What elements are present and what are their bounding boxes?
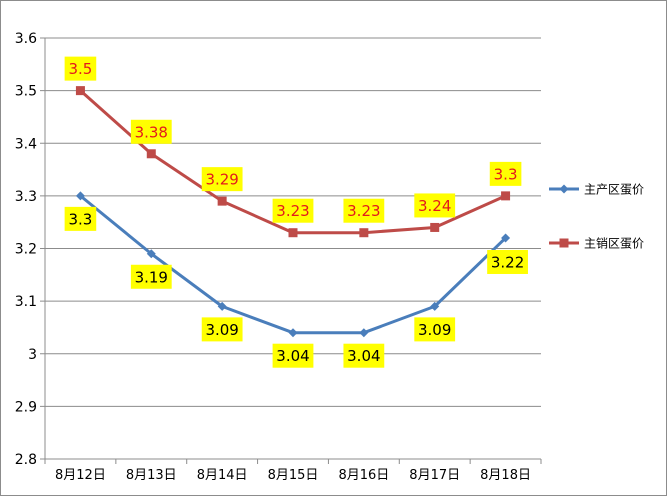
- data-label-bg: [64, 206, 97, 231]
- data-label: 3.23: [276, 202, 309, 220]
- data-label-bg: [201, 167, 243, 192]
- data-label: 3.29: [205, 171, 238, 189]
- x-tick-label: 8月15日: [268, 468, 319, 483]
- y-tick-label: 3.2: [15, 242, 37, 258]
- data-label-bg: [343, 198, 385, 223]
- data-label-bg: [201, 317, 243, 342]
- data-point-marker: [217, 301, 227, 311]
- data-point-marker: [430, 222, 440, 232]
- data-point-marker: [217, 196, 227, 206]
- data-point-marker: [146, 149, 156, 159]
- y-tick-label: 3.4: [15, 136, 37, 152]
- data-label: 3.04: [276, 347, 309, 365]
- data-label: 3.22: [491, 253, 524, 271]
- y-tick-label: 2.8: [15, 452, 37, 468]
- data-point-marker: [501, 233, 511, 243]
- data-label-bg: [272, 343, 314, 368]
- x-tick-label: 8月12日: [55, 468, 106, 483]
- y-axis-ticks: 3.6 3.5 3.4 3.3 3.2 3.1 3 2.9 2.8: [15, 31, 37, 468]
- data-label-bg: [272, 198, 314, 223]
- y-tick-label: 3.5: [15, 84, 37, 100]
- data-label: 3.5: [68, 60, 92, 78]
- y-tick-label: 3.1: [15, 294, 37, 310]
- data-point-marker: [288, 228, 298, 238]
- legend-label: 主产区蛋价: [584, 183, 644, 197]
- series-lines: [75, 86, 511, 338]
- data-labels: 3.3 3.19 3.09 3.04 3.04 3.09 3.22 3.5 3.38 3.29 3.…: [64, 56, 528, 368]
- data-label: 3.19: [135, 268, 168, 286]
- data-label-bg: [64, 56, 97, 81]
- x-tick-label: 8月16日: [338, 468, 389, 483]
- y-tick-label: 3.6: [15, 31, 37, 47]
- data-point-marker: [146, 249, 156, 259]
- y-tick-label: 3: [28, 347, 37, 363]
- legend-marker: [559, 184, 569, 194]
- y-tick-label: 3.3: [15, 189, 37, 205]
- data-label-bg: [343, 343, 385, 368]
- legend-marker: [559, 238, 569, 248]
- x-tick-label: 8月17日: [409, 468, 460, 483]
- data-point-marker: [430, 301, 440, 311]
- data-point-marker: [75, 191, 85, 201]
- x-axis-ticks: 8月12日 8月13日 8月14日 8月15日 8月16日 8月17日 8月18日: [55, 468, 531, 483]
- data-point-marker: [359, 228, 369, 238]
- data-label: 3.04: [347, 347, 380, 365]
- data-label: 3.24: [418, 197, 451, 215]
- axes: [40, 37, 542, 464]
- data-label-bg: [414, 317, 456, 342]
- legend-label: 主销区蛋价: [584, 237, 644, 251]
- data-label-bg: [130, 119, 172, 144]
- data-label-bg: [130, 264, 172, 289]
- data-point-marker: [359, 328, 369, 338]
- data-label-bg: [414, 193, 456, 218]
- data-point-marker: [288, 328, 298, 338]
- x-tick-label: 8月14日: [197, 468, 248, 483]
- x-tick-label: 8月13日: [126, 468, 177, 483]
- grid-lines: [45, 37, 541, 407]
- x-tick-label: 8月18日: [480, 468, 531, 483]
- data-label: 3.09: [205, 321, 238, 339]
- data-label: 3.09: [418, 321, 451, 339]
- data-label-bg: [487, 249, 528, 274]
- data-label: 3.23: [347, 202, 380, 220]
- data-label-bg: [489, 161, 522, 186]
- data-label: 3.3: [494, 165, 518, 183]
- y-tick-label: 2.9: [15, 399, 37, 415]
- data-point-marker: [75, 86, 85, 96]
- data-point-marker: [501, 191, 511, 201]
- data-label: 3.3: [68, 210, 92, 228]
- data-label: 3.38: [135, 123, 168, 141]
